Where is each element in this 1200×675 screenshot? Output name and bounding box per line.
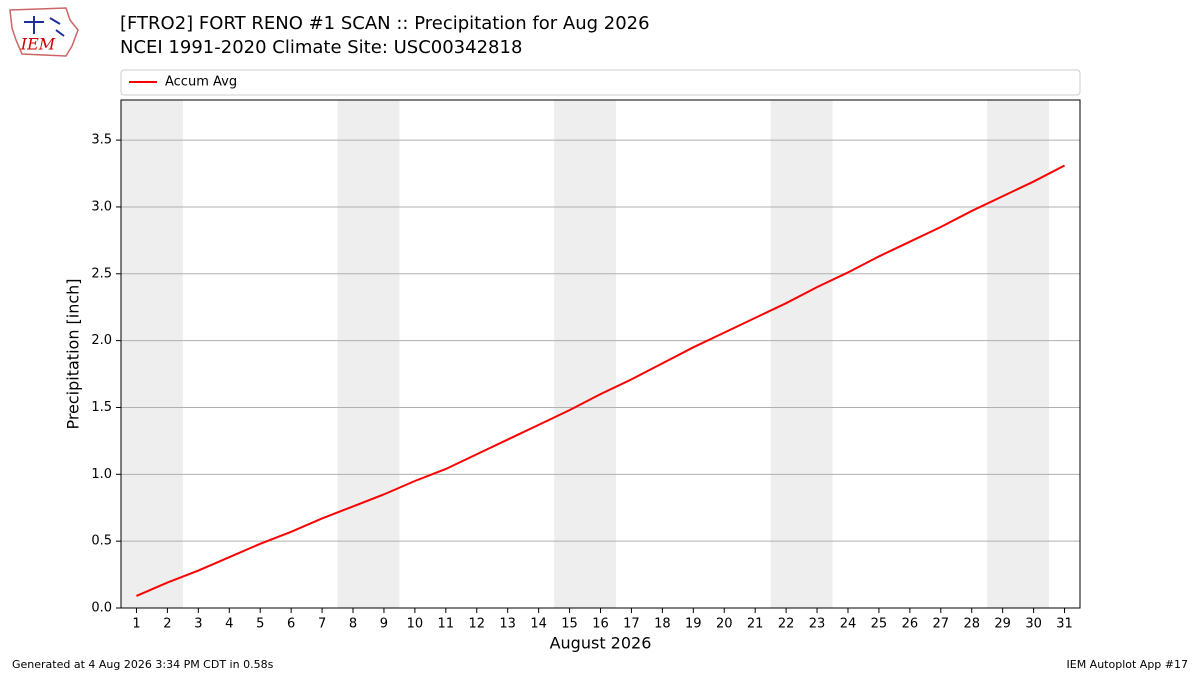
logo-outline (9, 7, 79, 57)
x-tick-label: 4 (225, 617, 233, 632)
footer-right: IEM Autoplot App #17 (1067, 658, 1189, 671)
x-tick-label: 2 (163, 617, 171, 632)
x-tick-label: 20 (716, 617, 733, 632)
x-tick-label: 25 (871, 617, 888, 632)
legend-label: Accum Avg (165, 75, 237, 90)
y-tick-label: 2.0 (91, 333, 112, 348)
weekend-band (987, 100, 1050, 608)
x-tick-label: 7 (318, 617, 326, 632)
weekend-band (337, 100, 400, 608)
x-tick-label: 23 (809, 617, 826, 632)
y-tick-label: 3.0 (91, 199, 112, 214)
x-tick-label: 15 (561, 617, 578, 632)
x-tick-label: 10 (407, 617, 424, 632)
logo-icon (24, 16, 65, 37)
x-tick-label: 14 (530, 617, 547, 632)
weekend-band (121, 100, 183, 608)
x-tick-label: 17 (623, 617, 640, 632)
x-tick-label: 26 (902, 617, 919, 632)
x-tick-label: 31 (1056, 617, 1073, 632)
x-tick-label: 29 (994, 617, 1011, 632)
x-tick-label: 22 (778, 617, 795, 632)
y-tick-label: 3.5 (91, 133, 112, 148)
x-tick-label: 18 (654, 617, 671, 632)
x-tick-label: 13 (499, 617, 516, 632)
y-axis-label: Precipitation [inch] (64, 278, 83, 429)
x-tick-label: 8 (349, 617, 357, 632)
y-tick-label: 0.0 (91, 601, 112, 616)
footer-left: Generated at 4 Aug 2026 3:34 PM CDT in 0… (12, 658, 274, 671)
data-line (136, 164, 1065, 597)
x-tick-label: 19 (685, 617, 702, 632)
x-tick-label: 6 (287, 617, 295, 632)
chart-title: [FTRO2] FORT RENO #1 SCAN :: Precipitati… (120, 13, 650, 34)
x-tick-label: 1 (132, 617, 140, 632)
plot-frame (120, 99, 1081, 609)
x-axis-label: August 2026 (550, 634, 652, 653)
x-tick-label: 24 (840, 617, 857, 632)
x-tick-label: 28 (963, 617, 980, 632)
x-tick-label: 16 (592, 617, 609, 632)
logo: IEM (9, 7, 79, 57)
x-tick-label: 12 (468, 617, 485, 632)
x-tick-label: 30 (1025, 617, 1042, 632)
y-tick-label: 1.0 (91, 467, 112, 482)
x-tick-label: 9 (380, 617, 388, 632)
y-tick-label: 1.5 (91, 400, 112, 415)
weekend-band (770, 100, 833, 608)
weekend-band (554, 100, 616, 608)
x-tick-label: 27 (933, 617, 950, 632)
logo-text: IEM (20, 35, 56, 54)
x-tick-label: 11 (438, 617, 455, 632)
y-tick-label: 0.5 (91, 534, 112, 549)
x-tick-label: 5 (256, 617, 264, 632)
y-tick-label: 2.5 (91, 266, 112, 281)
x-tick-label: 3 (194, 617, 202, 632)
x-tick-label: 21 (747, 617, 764, 632)
legend-box (120, 69, 1081, 96)
chart-subtitle: NCEI 1991-2020 Climate Site: USC00342818 (120, 37, 522, 58)
